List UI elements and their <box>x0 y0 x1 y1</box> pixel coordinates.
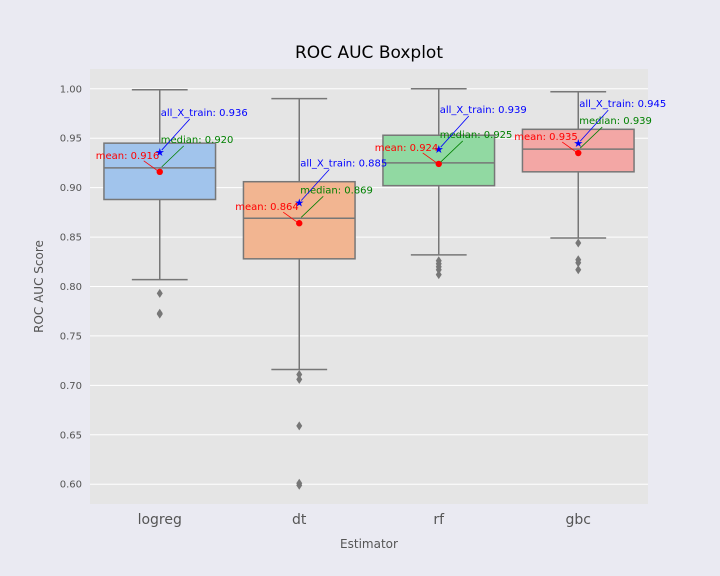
outlier-point <box>156 288 163 298</box>
mean-point <box>575 149 582 157</box>
mean-arrow <box>562 141 577 153</box>
box-dt: ★ <box>242 97 356 490</box>
y-axis-label: ROC AUC Score <box>32 240 46 333</box>
y-tick-labels: 0.60 0.65 0.70 0.75 0.80 0.85 0.90 0.95 1.00 <box>60 84 82 490</box>
median-label: median: 0.925 <box>440 130 513 141</box>
all-train-marker: ★ <box>434 143 444 156</box>
all-train-marker: ★ <box>573 137 583 150</box>
box-rf: ★ <box>382 88 496 280</box>
mean-arrow <box>143 160 158 172</box>
x-tick-label: gbc <box>566 512 591 528</box>
outlier-point <box>296 374 303 384</box>
grid-lines <box>90 88 648 485</box>
all-train-arrow <box>440 115 470 148</box>
outlier-point <box>435 265 442 275</box>
y-tick-label: 0.70 <box>60 381 82 392</box>
box-logreg: ★ <box>103 89 217 319</box>
outlier-point <box>156 309 163 319</box>
outlier-point <box>435 270 442 280</box>
mean-point <box>156 168 163 176</box>
all-train-label: all_X_train: 0.939 <box>440 105 527 116</box>
all-train-arrow <box>300 169 330 201</box>
all-train-marker: ★ <box>155 146 165 159</box>
mean-label: mean: 0.916 <box>96 151 160 162</box>
mean-label: mean: 0.935 <box>514 132 578 143</box>
outlier-point <box>296 421 303 431</box>
outlier-point <box>296 369 303 379</box>
mean-arrow <box>422 152 437 164</box>
chart-title: ROC AUC Boxplot <box>295 43 443 63</box>
mean-point <box>435 160 442 168</box>
all-train-label: all_X_train: 0.885 <box>300 158 387 169</box>
boxes: ★ ★ ★ ★ <box>103 88 635 490</box>
median-arrow <box>579 126 603 149</box>
y-tick-label: 0.95 <box>60 134 82 145</box>
box-body <box>382 134 496 187</box>
median-label: median: 0.869 <box>300 185 373 196</box>
x-tick-label: logreg <box>138 512 182 528</box>
all-train-marker: ★ <box>294 196 304 209</box>
outlier-point <box>575 265 582 275</box>
y-tick-label: 0.75 <box>60 331 82 342</box>
y-tick-label: 1.00 <box>60 84 82 95</box>
mean-point <box>296 220 303 227</box>
outlier-point <box>575 258 582 268</box>
y-tick-label: 0.80 <box>60 282 82 293</box>
x-tick-labels: logreg dt rf gbc <box>138 512 591 528</box>
y-tick-label: 0.60 <box>60 480 82 491</box>
outlier-point <box>296 480 303 490</box>
mean-label: mean: 0.924 <box>375 143 439 154</box>
median-arrow <box>440 140 464 163</box>
median-arrow <box>161 145 185 168</box>
x-tick-label: dt <box>292 512 307 528</box>
all-train-arrow <box>579 109 609 142</box>
all-train-label: all_X_train: 0.936 <box>161 108 248 119</box>
mean-arrow <box>283 211 298 223</box>
outlier-point <box>575 238 582 248</box>
x-tick-label: rf <box>433 512 445 528</box>
median-label: median: 0.920 <box>161 135 234 146</box>
all-train-arrow <box>161 118 191 151</box>
y-tick-label: 0.90 <box>60 183 82 194</box>
y-tick-label: 0.65 <box>60 430 82 441</box>
all-train-label: all_X_train: 0.945 <box>579 99 666 110</box>
median-label: median: 0.939 <box>579 116 652 127</box>
x-axis-label: Estimator <box>340 537 398 551</box>
median-arrow <box>300 195 324 218</box>
box-gbc: ★ <box>521 90 635 275</box>
y-tick-label: 0.85 <box>60 233 82 244</box>
mean-label: mean: 0.864 <box>235 202 299 213</box>
